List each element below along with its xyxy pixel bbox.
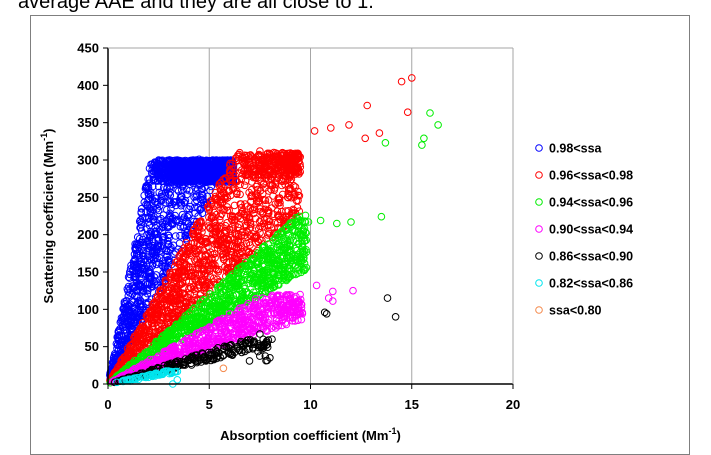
data-point — [323, 311, 330, 318]
data-point — [362, 135, 369, 142]
data-point — [346, 122, 353, 129]
data-point — [311, 128, 318, 135]
data-point — [254, 181, 261, 188]
data-point — [382, 140, 389, 147]
data-point — [328, 125, 335, 132]
data-point — [246, 358, 253, 365]
y-tick-label: 0 — [92, 377, 99, 392]
caption-text-fragment: average AAE and they are all close to 1. — [18, 0, 374, 14]
data-point — [174, 377, 181, 384]
data-point — [330, 288, 337, 295]
data-point — [404, 109, 411, 116]
data-points — [107, 75, 442, 388]
data-point — [392, 314, 399, 321]
data-point — [378, 213, 385, 220]
data-point — [427, 110, 434, 117]
data-point — [220, 365, 227, 372]
data-point — [398, 78, 405, 85]
y-tick-label: 150 — [77, 265, 99, 280]
data-point — [419, 142, 426, 149]
y-tick-label: 200 — [77, 227, 99, 242]
data-point — [350, 287, 357, 294]
data-point — [334, 220, 341, 227]
data-point — [317, 217, 324, 224]
data-point — [321, 309, 328, 316]
data-point — [348, 219, 355, 226]
data-point — [384, 295, 391, 302]
data-point — [435, 122, 442, 129]
data-point — [168, 205, 175, 212]
data-point — [241, 182, 248, 189]
y-tick-label: 50 — [85, 339, 99, 354]
data-point — [376, 130, 383, 137]
data-point — [421, 135, 428, 142]
data-point — [364, 102, 371, 109]
y-tick-label: 100 — [77, 302, 99, 317]
data-point — [313, 282, 320, 289]
